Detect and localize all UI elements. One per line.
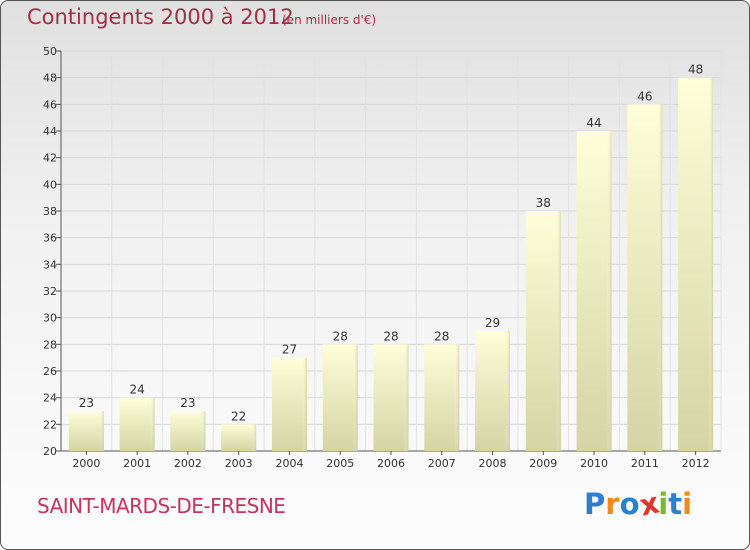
data-label: 23	[79, 396, 94, 410]
bar	[271, 357, 307, 451]
data-label: 27	[282, 343, 297, 357]
bar	[119, 397, 155, 451]
x-tick-label: 2012	[682, 457, 710, 470]
x-tick-label: 2011	[631, 457, 659, 470]
data-label: 44	[586, 116, 601, 130]
x-tick-label: 2010	[580, 457, 608, 470]
data-label: 22	[231, 409, 246, 423]
x-tick-label: 2009	[529, 457, 557, 470]
y-tick-label: 24	[43, 392, 57, 405]
logo-letter: i	[682, 487, 693, 521]
y-tick-label: 28	[43, 338, 57, 351]
bar-shade	[251, 424, 257, 451]
y-tick-label: 38	[43, 205, 57, 218]
data-labels: 23 24 23 22 27 28 28 28 29 38 44 46 48	[79, 63, 704, 424]
data-label: 28	[434, 329, 449, 343]
y-tick-label: 50	[43, 45, 57, 58]
data-label: 29	[485, 316, 500, 330]
y-tick-label: 26	[43, 365, 57, 378]
x-tick-label: 2004	[275, 457, 303, 470]
bar	[576, 131, 612, 451]
y-tick-label: 32	[43, 285, 57, 298]
y-tick-label: 36	[43, 232, 57, 245]
bar	[322, 344, 358, 451]
bar-shade	[403, 344, 409, 451]
bar-shade	[301, 357, 307, 451]
bar-shade	[352, 344, 358, 451]
y-tick-label: 46	[43, 98, 57, 111]
x-tick-label: 2001	[123, 457, 151, 470]
y-tick-label: 22	[43, 418, 57, 431]
data-label: 28	[383, 329, 398, 343]
bar-shade	[657, 104, 663, 451]
data-label: 46	[637, 89, 652, 103]
bar	[424, 344, 460, 451]
bars	[68, 77, 714, 452]
bar	[627, 104, 663, 451]
bar	[68, 411, 104, 451]
x-tick-label: 2008	[479, 457, 507, 470]
x-tick-label: 2003	[225, 457, 253, 470]
x-tick-label: 2006	[377, 457, 405, 470]
y-tick-label: 48	[43, 72, 57, 85]
data-label: 23	[180, 396, 195, 410]
commune-name: SAINT-MARDS-DE-FRESNE	[37, 494, 286, 518]
y-tick-label: 44	[43, 125, 57, 138]
x-tick-label: 2000	[72, 457, 100, 470]
bar-shade	[606, 131, 612, 451]
chart-title: Contingents 2000 à 2012	[27, 5, 294, 29]
logo-letter: o	[619, 487, 640, 521]
logo-letter: i	[658, 487, 669, 521]
logo-letter: r	[605, 487, 620, 521]
data-label: 38	[536, 196, 551, 210]
y-tick-label: 30	[43, 312, 57, 325]
bar-shade	[98, 411, 104, 451]
bar	[170, 411, 206, 451]
x-tick-label: 2005	[326, 457, 354, 470]
bar-shade	[149, 397, 155, 451]
y-tick-label: 40	[43, 178, 57, 191]
y-tick-label: 20	[43, 445, 57, 458]
data-label: 24	[130, 383, 145, 397]
data-label: 28	[333, 329, 348, 343]
bar	[221, 424, 257, 451]
bar-shade	[555, 211, 561, 451]
x-tick-label: 2002	[174, 457, 202, 470]
bar-shade	[708, 77, 714, 452]
logo-letter: t	[668, 487, 683, 521]
logo-letter: P	[584, 487, 606, 521]
data-label: 48	[688, 63, 703, 77]
proxiti-logo[interactable]: Proxiti	[584, 485, 693, 522]
y-tick-label: 34	[43, 258, 57, 271]
bar	[475, 331, 511, 451]
bar	[373, 344, 409, 451]
bar-shade	[200, 411, 206, 451]
bar	[678, 77, 714, 452]
chart-subtitle: (en milliers d'€)	[282, 13, 377, 27]
bar	[525, 211, 561, 451]
bar-shade	[505, 331, 511, 451]
y-tick-label: 42	[43, 152, 57, 165]
x-tick-label: 2007	[428, 457, 456, 470]
bar-shade	[454, 344, 460, 451]
